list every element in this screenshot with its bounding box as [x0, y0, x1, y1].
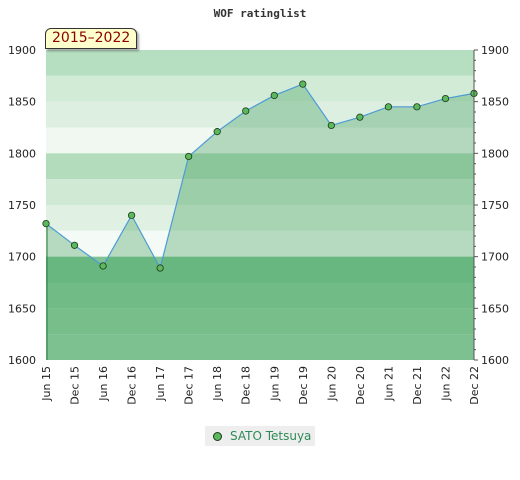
y-tick-label-left: 1600	[8, 354, 36, 367]
data-point	[42, 220, 50, 228]
chart-title: WOF ratinglist	[214, 7, 307, 20]
x-tick-label: Dec 21	[411, 366, 424, 405]
x-tick-label: Dec 20	[354, 366, 367, 405]
y-tick-label-left: 1900	[8, 44, 36, 57]
series-line	[45, 83, 475, 270]
background-band	[46, 282, 474, 309]
background-band	[46, 230, 474, 257]
x-tick-label: Jun 17	[154, 366, 167, 402]
legend-marker-icon	[213, 431, 222, 441]
background-band	[46, 127, 474, 154]
x-tick-label: Jun 19	[268, 366, 281, 402]
x-tick-label: Dec 18	[240, 366, 253, 405]
data-point	[99, 262, 107, 270]
period-badge: 2015–2022	[45, 28, 138, 49]
background-band	[46, 153, 474, 180]
x-tick-label: Jun 20	[325, 366, 338, 402]
data-point	[213, 128, 221, 136]
data-point	[299, 80, 307, 88]
data-point	[384, 103, 392, 111]
background-band	[46, 50, 474, 76]
y-tick-label-right: 1700	[481, 251, 509, 264]
background-band	[46, 101, 474, 128]
rating-area-fill	[46, 84, 474, 360]
legend: SATO Tetsuya	[205, 426, 315, 446]
y-axis-right: 1600 1650 1700 1750 1800 1850 1900	[473, 44, 509, 367]
x-tick-label: Jun 22	[439, 366, 452, 402]
data-point	[270, 91, 278, 100]
data-point	[441, 94, 450, 103]
y-tick-label-left: 1800	[8, 147, 36, 160]
plot-background-bands	[46, 50, 474, 360]
background-band	[46, 256, 474, 283]
x-tick-label: Dec 15	[69, 366, 82, 405]
x-tick-label: Jun 16	[97, 366, 110, 402]
data-point	[128, 211, 136, 219]
y-tick-label-left: 1750	[8, 199, 36, 212]
x-tick-label: Jun 15	[40, 366, 53, 402]
x-tick-label: Dec 19	[297, 366, 310, 405]
y-tick-label-left: 1700	[8, 251, 36, 264]
y-tick-label-right: 1850	[481, 96, 509, 109]
x-axis: Jun 15 Dec 15 Jun 16 Dec 16 Jun 17 Dec 17 Jun …	[40, 366, 481, 405]
background-band	[46, 308, 474, 335]
y-tick-label-right: 1750	[481, 199, 509, 212]
data-point	[242, 107, 250, 115]
x-tick-label: Dec 16	[126, 366, 139, 405]
background-band	[46, 75, 474, 102]
rating-points	[42, 80, 478, 272]
y-axis-left: 1600 1650 1700 1750 1800 1850 1900	[8, 44, 36, 367]
legend-label: SATO Tetsuya	[230, 429, 312, 443]
x-tick-label: Jun 21	[382, 366, 395, 402]
data-point	[70, 241, 79, 249]
y-tick-label-right: 1600	[481, 354, 509, 367]
y-tick-label-left: 1850	[8, 96, 36, 109]
x-tick-label: Dec 17	[183, 366, 196, 405]
rating-area	[46, 84, 474, 360]
data-point	[413, 103, 421, 111]
background-band	[46, 179, 474, 205]
background-band	[46, 205, 474, 231]
y-tick-label-left: 1650	[8, 302, 36, 315]
y-tick-label-right: 1800	[481, 147, 509, 160]
data-point	[156, 264, 164, 272]
data-point	[356, 113, 364, 121]
rating-line	[45, 83, 475, 270]
data-point	[327, 121, 335, 130]
y-tick-label-right: 1900	[481, 44, 509, 57]
x-tick-label: Dec 22	[468, 366, 481, 405]
background-band	[46, 334, 474, 360]
y-tick-label-right: 1650	[481, 302, 509, 315]
x-tick-label: Jun 18	[211, 366, 224, 402]
data-point	[185, 152, 193, 161]
